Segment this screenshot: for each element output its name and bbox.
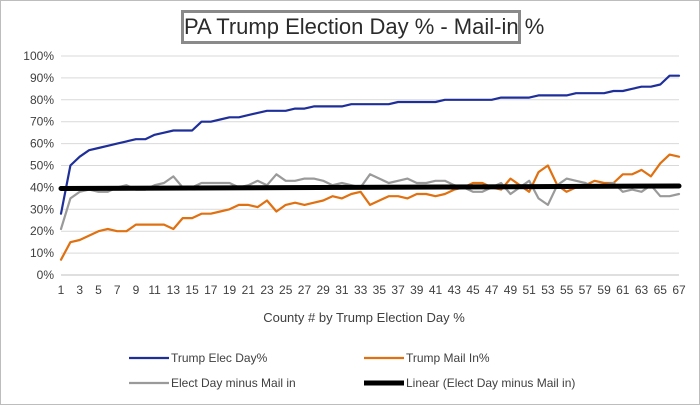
x-tick-label: 13	[167, 283, 181, 297]
series-line-1	[59, 74, 681, 215]
y-tick-label: 70%	[30, 115, 54, 129]
x-tick-label: 27	[298, 283, 312, 297]
legend-label: Trump Elec Day%	[171, 351, 268, 365]
y-tick-label: 0%	[37, 268, 55, 282]
x-tick-label: 55	[560, 283, 574, 297]
x-tick-label: 39	[410, 283, 424, 297]
x-tick-label: 1	[58, 283, 65, 297]
y-tick-label: 40%	[30, 180, 54, 194]
y-tick-label: 10%	[30, 246, 54, 260]
x-tick-label: 5	[95, 283, 102, 297]
x-tick-label: 63	[635, 283, 649, 297]
x-tick-label: 35	[373, 283, 387, 297]
x-tick-label: 43	[448, 283, 462, 297]
x-tick-label: 61	[616, 283, 630, 297]
x-tick-label: 53	[541, 283, 555, 297]
series-line-4	[58, 183, 682, 191]
legend-label: Trump Mail In%	[406, 351, 490, 365]
y-tick-label: 100%	[23, 49, 54, 63]
series-line-3	[59, 173, 681, 231]
y-axis-ticks: 0% 10% 20% 30% 40% 50% 60% 70% 80% 90% 100%	[23, 49, 54, 282]
x-tick-label: 23	[260, 283, 274, 297]
x-tick-label: 21	[242, 283, 256, 297]
x-tick-label: 25	[279, 283, 293, 297]
y-tick-label: 80%	[30, 93, 54, 107]
series-lines	[58, 74, 682, 261]
x-tick-label: 29	[317, 283, 331, 297]
y-tick-label: 20%	[30, 224, 54, 238]
x-tick-label: 19	[223, 283, 237, 297]
legend: Trump Elec Day% Trump Mail In% Elect Day m…	[129, 351, 575, 390]
x-tick-label: 67	[672, 283, 686, 297]
x-tick-label: 31	[335, 283, 349, 297]
x-tick-label: 51	[523, 283, 537, 297]
y-tick-label: 60%	[30, 137, 54, 151]
x-tick-label: 9	[133, 283, 140, 297]
x-tick-label: 41	[429, 283, 443, 297]
legend-label: Elect Day minus Mail in	[171, 376, 296, 390]
y-tick-label: 30%	[30, 202, 54, 216]
x-tick-label: 11	[148, 283, 161, 297]
x-tick-label: 59	[597, 283, 611, 297]
x-tick-label: 7	[114, 283, 121, 297]
x-tick-label: 37	[391, 283, 405, 297]
x-tick-label: 57	[579, 283, 593, 297]
legend-label: Linear (Elect Day minus Mail in)	[406, 376, 575, 390]
x-tick-label: 33	[354, 283, 368, 297]
series-line-2	[59, 153, 681, 261]
x-tick-label: 65	[654, 283, 668, 297]
x-tick-label: 17	[204, 283, 218, 297]
x-tick-label: 3	[76, 283, 83, 297]
x-tick-label: 45	[466, 283, 480, 297]
y-tick-label: 90%	[30, 71, 54, 85]
gridlines	[61, 55, 679, 276]
x-tick-label: 47	[485, 283, 499, 297]
x-tick-label: 49	[504, 283, 518, 297]
x-axis-ticks: 1 3 5 7 9 11 13 15 17 19 21 23 25 27 29 31 33 35 37 39 41 43 4…	[58, 283, 686, 297]
x-tick-label: 15	[185, 283, 199, 297]
y-tick-label: 50%	[30, 159, 54, 173]
x-axis-title: County # by Trump Election Day %	[263, 310, 465, 325]
chart-title: PA Trump Election Day % - Mail-in %	[181, 10, 544, 44]
